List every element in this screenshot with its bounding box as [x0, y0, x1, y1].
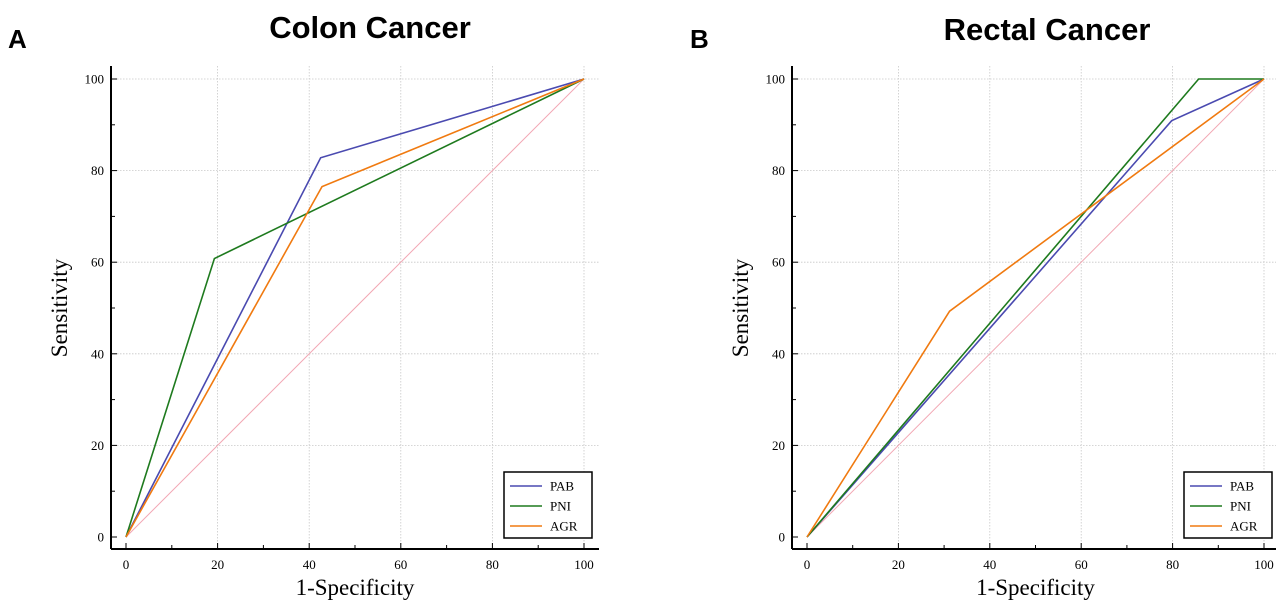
- y-axis-title: Sensitivity: [47, 258, 72, 357]
- y-tick-label: 60: [91, 255, 104, 270]
- series-line-pni: [806, 78, 1264, 538]
- reference-diagonal-line: [125, 78, 585, 538]
- y-tick-label: 20: [91, 438, 104, 453]
- series-line-pab: [125, 78, 585, 538]
- series-line-agr: [125, 78, 585, 538]
- x-tick-label: 40: [303, 557, 316, 572]
- series-line-agr: [806, 78, 1265, 538]
- chart-title-rectal: Rectal Cancer: [943, 12, 1151, 47]
- x-tick-label: 80: [1166, 557, 1179, 572]
- x-tick-label: 60: [394, 557, 407, 572]
- x-tick-label: 20: [211, 557, 224, 572]
- series-line-pni: [125, 78, 585, 538]
- legend-label-pni: PNI: [1230, 499, 1251, 514]
- x-tick-label: 100: [1254, 557, 1274, 572]
- reference-diagonal-line: [806, 78, 1265, 538]
- x-tick-label: 80: [486, 557, 499, 572]
- x-tick-label: 0: [123, 557, 130, 572]
- x-tick-label: 100: [574, 557, 594, 572]
- y-tick-label: 0: [98, 530, 105, 545]
- x-tick-label: 20: [892, 557, 905, 572]
- y-tick-label: 0: [779, 530, 786, 545]
- y-axis-title: Sensitivity: [728, 258, 753, 357]
- x-tick-label: 60: [1075, 557, 1088, 572]
- legend: PAB PNI AGR: [503, 471, 593, 539]
- y-tick-label: 40: [91, 346, 104, 361]
- legend-box: [503, 471, 593, 539]
- grid: [792, 66, 1276, 549]
- legend-label-agr: AGR: [550, 519, 578, 534]
- legend-label-pab: PAB: [550, 479, 574, 494]
- y-tick-label: 100: [85, 72, 105, 87]
- panel-letter-a: A: [8, 24, 27, 54]
- legend-box: [1183, 471, 1273, 539]
- x-tick-label: 0: [804, 557, 811, 572]
- panel-letter-b: B: [690, 24, 709, 54]
- y-tick-label: 100: [766, 72, 786, 87]
- x-axis-title: 1-Specificity: [296, 575, 415, 600]
- series-line-pab: [806, 78, 1265, 538]
- grid: [111, 66, 599, 549]
- y-tick-label: 80: [91, 163, 104, 178]
- y-tick-label: 60: [772, 255, 785, 270]
- y-tick-label: 80: [772, 163, 785, 178]
- legend-label-pni: PNI: [550, 499, 571, 514]
- chart-title-colon: Colon Cancer: [269, 10, 471, 45]
- legend-label-pab: PAB: [1230, 479, 1254, 494]
- x-axis-title: 1-Specificity: [976, 575, 1095, 600]
- legend: PAB PNI AGR: [1183, 471, 1273, 539]
- x-tick-label: 40: [983, 557, 996, 572]
- legend-label-agr: AGR: [1230, 519, 1258, 534]
- y-tick-label: 20: [772, 438, 785, 453]
- y-tick-label: 40: [772, 346, 785, 361]
